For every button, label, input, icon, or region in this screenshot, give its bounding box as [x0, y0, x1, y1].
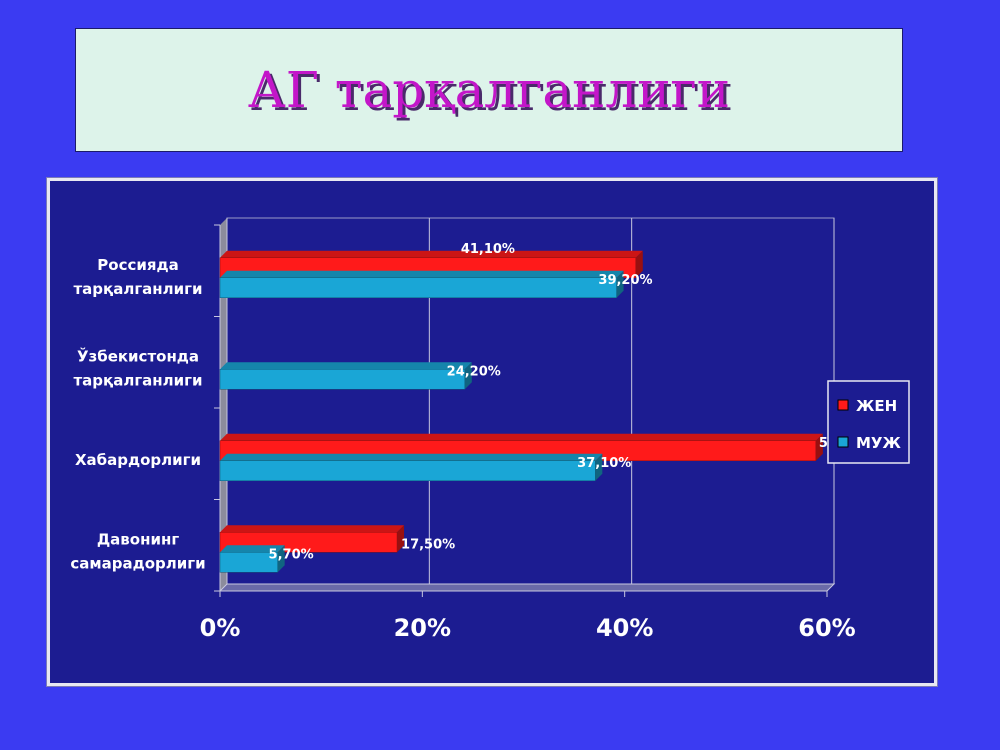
bar-top-face	[220, 453, 603, 461]
slide-title: АГ тарқалганлиги	[247, 61, 731, 119]
chart-frame: 0% 20% 40% 60% Россияда тарқалганлиги 41,10% 39…	[46, 177, 938, 687]
data-label: 41,10%	[461, 242, 515, 257]
category-label: Россияда тарқалганлиги	[73, 256, 202, 298]
legend-box	[827, 380, 910, 464]
bar-top-face	[220, 250, 643, 258]
bar-chart: 0% 20% 40% 60% Россияда тарқалганлиги 41,10% 39…	[70, 217, 910, 642]
bar-top-face	[220, 362, 472, 370]
bar-side-face	[616, 270, 624, 298]
bar-top-face	[220, 545, 285, 553]
bar-top-face	[220, 270, 624, 278]
x-tick-label: 40%	[596, 614, 653, 642]
x-tick-label: 60%	[798, 614, 855, 642]
legend-label: МУЖ	[856, 434, 901, 452]
x-tick-label: 20%	[394, 614, 451, 642]
legend-label: ЖЕН	[856, 397, 897, 415]
bar	[219, 369, 466, 390]
data-label: 37,10%	[577, 456, 631, 471]
data-label: 5,70%	[269, 547, 314, 562]
plot-floor	[218, 583, 836, 592]
title-box: АГ тарқалганлиги	[75, 28, 903, 152]
bar-side-face	[277, 545, 285, 573]
bar-side-face	[464, 362, 472, 390]
bar-side-face	[815, 433, 823, 461]
category-label: Ўзбекистонда тарқалганлиги	[73, 346, 202, 389]
bar	[219, 460, 596, 481]
bar	[219, 277, 617, 298]
plot-side-wall	[220, 218, 227, 591]
bar-side-face	[595, 453, 603, 481]
data-label: 17,50%	[401, 537, 455, 552]
data-label: 39,20%	[598, 273, 652, 288]
bar-side-face	[635, 250, 643, 278]
data-label: 24,20%	[447, 364, 501, 379]
bar-top-face	[220, 525, 405, 533]
category-label: Хабардорлиги	[75, 451, 201, 469]
x-tick-label: 0%	[200, 614, 241, 642]
legend-swatch	[837, 436, 849, 448]
legend-swatch	[837, 399, 849, 411]
bar-top-face	[220, 433, 823, 441]
bar-side-face	[397, 525, 405, 553]
category-label: Давонинг самарадорлиги	[70, 530, 205, 572]
